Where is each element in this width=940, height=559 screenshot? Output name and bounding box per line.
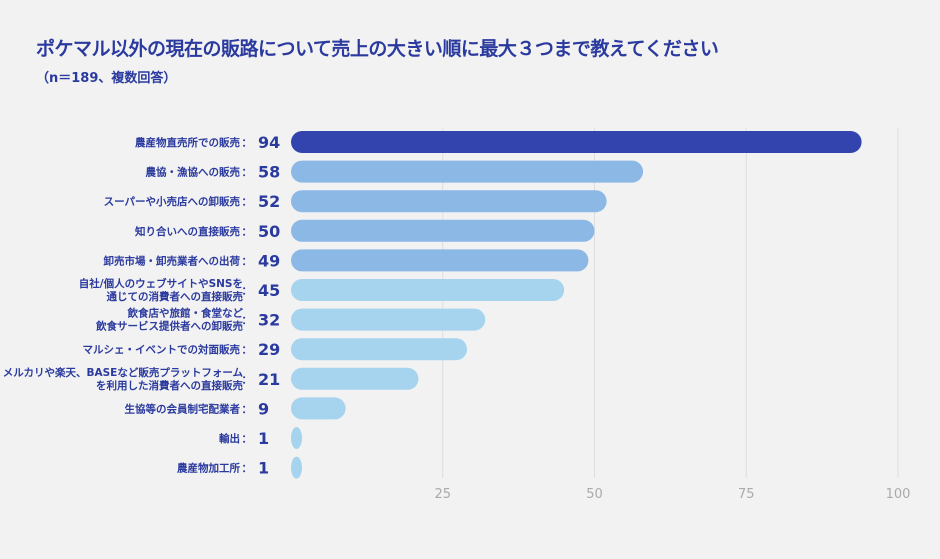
category-label: 農協・漁協への販売: [146, 166, 241, 179]
colon: ：: [242, 196, 253, 208]
colon: ：: [242, 344, 253, 356]
bar: [291, 249, 589, 272]
value-label: 52: [258, 192, 280, 211]
value-label: 21: [258, 370, 280, 389]
value-label: 1: [258, 459, 269, 478]
x-tick-label: 25: [434, 487, 451, 502]
bar: [291, 219, 595, 242]
value-label: 58: [258, 163, 280, 182]
colon: ：: [242, 403, 253, 415]
colon: ：: [242, 374, 253, 386]
value-label: 50: [258, 222, 280, 241]
chart-subtitle: （n＝189、複数回答）: [36, 71, 177, 86]
category-label: 輸出: [219, 432, 240, 445]
category-label: 農産物直売所での販売: [135, 136, 240, 149]
bar: [291, 160, 644, 183]
value-label: 32: [258, 311, 280, 330]
colon: ：: [242, 137, 253, 149]
bar: [291, 427, 302, 449]
colon: ：: [242, 226, 253, 238]
x-tick-label: 100: [886, 487, 911, 502]
x-tick-label: 50: [586, 487, 603, 502]
bar: [291, 367, 419, 390]
category-label: 卸売市場・卸売業者への出荷: [104, 254, 241, 267]
category-label: メルカリや楽天、BASEなど販売プラットフォーム: [3, 366, 244, 379]
value-label: 49: [258, 251, 280, 270]
category-label: 飲食サービス提供者への卸販売: [95, 320, 243, 333]
colon: ：: [242, 463, 253, 475]
bar: [291, 131, 862, 153]
value-label: 29: [258, 340, 280, 359]
value-label: 9: [258, 399, 269, 418]
x-tick-label: 75: [738, 487, 755, 502]
colon: ：: [242, 285, 253, 297]
colon: ：: [242, 433, 253, 445]
category-label: 生協等の会員制宅配業者: [125, 402, 241, 415]
colon: ：: [242, 315, 253, 327]
category-label: 通じての消費者への直接販売: [107, 290, 244, 303]
bar: [291, 338, 468, 361]
colon: ：: [242, 255, 253, 267]
category-label: を利用した消費者への直接販売: [96, 379, 243, 392]
bar: [291, 279, 565, 301]
value-label: 94: [258, 133, 280, 152]
category-label: 農産物加工所: [177, 462, 240, 475]
category-label: 自社/個人のウェブサイトやSNSを: [79, 277, 243, 290]
value-label: 45: [258, 281, 280, 300]
bar: [291, 308, 486, 331]
category-label: スーパーや小売店への卸販売: [104, 195, 241, 208]
chart-title: ポケマル以外の現在の販路について売上の大きい順に最大３つまで教えてください: [36, 38, 719, 60]
category-label: 知り合いへの直接販売: [135, 225, 240, 238]
value-label: 1: [258, 429, 269, 448]
bar: [291, 397, 346, 420]
category-label: 飲食店や旅館・食堂など: [127, 307, 244, 320]
bar: [291, 456, 302, 479]
bar: [291, 190, 607, 213]
category-label: マルシェ・イベントでの対面販売: [83, 343, 241, 356]
colon: ：: [242, 167, 253, 179]
